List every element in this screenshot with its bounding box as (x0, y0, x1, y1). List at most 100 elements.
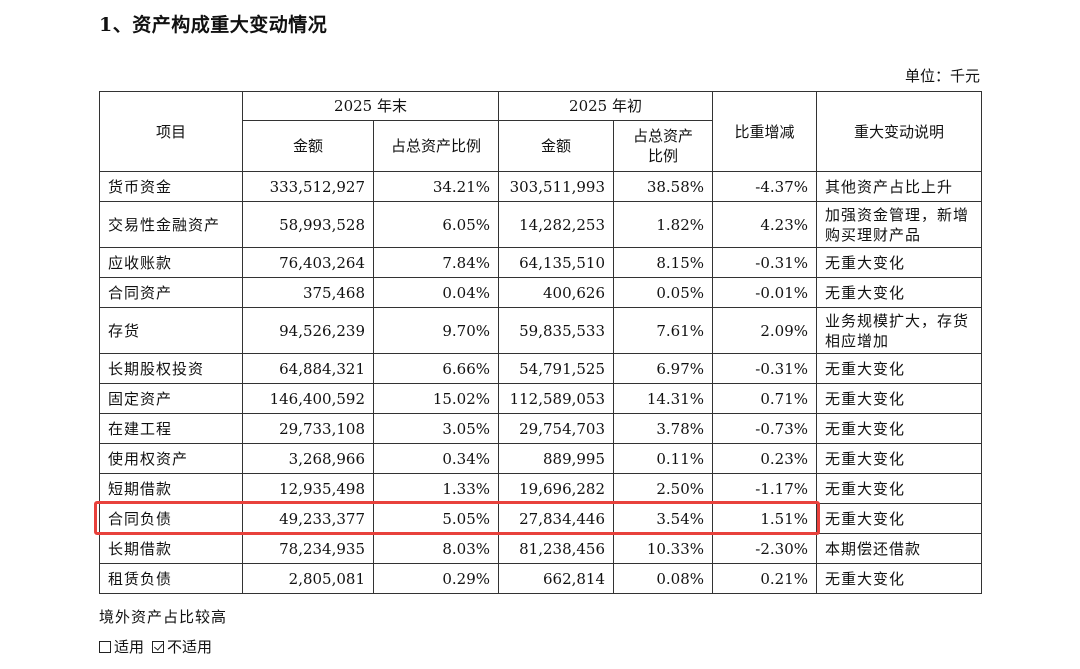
cell-end-amount: 3,268,966 (242, 443, 374, 474)
cell-end-amount: 29,733,108 (242, 413, 374, 444)
cell-begin-amount: 27,834,446 (498, 503, 615, 534)
cell-begin-ratio: 7.61% (613, 307, 714, 354)
applicability-options: 适用 不适用 (99, 636, 220, 657)
checked-box-icon[interactable] (152, 640, 165, 653)
cell-item: 长期股权投资 (99, 353, 243, 384)
cell-item: 合同负债 (99, 503, 243, 534)
header-item: 项目 (99, 91, 243, 172)
cell-begin-amount: 59,835,533 (498, 307, 615, 354)
cell-weight-change: 0.71% (712, 383, 818, 414)
section-heading: 1、资产构成重大变动情况 (99, 14, 328, 36)
cell-begin-amount: 662,814 (498, 563, 615, 594)
cell-begin-amount: 14,282,253 (498, 201, 615, 248)
cell-note: 加强资金管理，新增购买理财产品 (816, 201, 983, 248)
cell-end-amount: 94,526,239 (242, 307, 374, 354)
cell-end-ratio: 0.04% (372, 277, 500, 308)
cell-end-amount: 375,468 (242, 277, 374, 308)
cell-note: 无重大变化 (816, 443, 983, 474)
cell-item: 交易性金融资产 (99, 201, 243, 248)
header-note: 重大变动说明 (816, 91, 983, 172)
cell-end-ratio: 7.84% (372, 247, 500, 278)
cell-weight-change: -4.37% (712, 171, 818, 202)
cell-end-ratio: 9.70% (372, 307, 500, 354)
cell-begin-amount: 19,696,282 (498, 473, 615, 504)
table-row: 固定资产 146,400,592 15.02% 112,589,053 14.31% 0.… (99, 383, 983, 414)
cell-end-ratio: 1.33% (372, 473, 500, 504)
cell-weight-change: -1.17% (712, 473, 818, 504)
cell-weight-change: -0.01% (712, 277, 818, 308)
cell-end-amount: 333,512,927 (242, 171, 374, 202)
cell-end-ratio: 0.29% (372, 563, 500, 594)
cell-begin-ratio: 8.15% (613, 247, 714, 278)
cell-item: 在建工程 (99, 413, 243, 444)
option-applicable-label: 适用 (114, 638, 145, 656)
cell-note: 无重大变化 (816, 563, 983, 594)
cell-end-ratio: 5.05% (372, 503, 500, 534)
cell-end-ratio: 0.34% (372, 443, 500, 474)
cell-note: 无重大变化 (816, 353, 983, 384)
cell-end-ratio: 6.05% (372, 201, 500, 248)
cell-begin-amount: 303,511,993 (498, 171, 615, 202)
header-year-end: 2025 年末 (241, 91, 500, 121)
cell-begin-amount: 81,238,456 (498, 533, 615, 564)
cell-end-amount: 76,403,264 (242, 247, 374, 278)
cell-weight-change: -2.30% (712, 533, 818, 564)
cell-weight-change: 1.51% (712, 503, 818, 534)
cell-end-amount: 2,805,081 (242, 563, 374, 594)
table-row: 使用权资产 3,268,966 0.34% 889,995 0.11% 0.23% 无重大变… (99, 443, 983, 474)
table-row: 存货 94,526,239 9.70% 59,835,533 7.61% 2.09% 业务规… (99, 307, 983, 354)
cell-end-amount: 49,233,377 (242, 503, 374, 534)
cell-begin-amount: 889,995 (498, 443, 615, 474)
table-row: 应收账款 76,403,264 7.84% 64,135,510 8.15% -0.31%… (99, 247, 983, 278)
cell-note: 无重大变化 (816, 247, 983, 278)
cell-note: 其他资产占比上升 (816, 171, 983, 202)
cell-begin-ratio: 3.78% (613, 413, 714, 444)
cell-begin-ratio: 0.05% (613, 277, 714, 308)
cell-begin-amount: 112,589,053 (498, 383, 615, 414)
cell-end-ratio: 8.03% (372, 533, 500, 564)
cell-note: 无重大变化 (816, 473, 983, 504)
cell-end-amount: 78,234,935 (242, 533, 374, 564)
cell-end-amount: 64,884,321 (242, 353, 374, 384)
cell-item: 短期借款 (99, 473, 243, 504)
table-row: 货币资金 333,512,927 34.21% 303,511,993 38.58% -4… (99, 171, 983, 202)
cell-end-amount: 12,935,498 (242, 473, 374, 504)
highlight-box (94, 501, 820, 535)
header-year-begin: 2025 年初 (498, 91, 714, 121)
unchecked-box-icon[interactable] (99, 640, 111, 653)
cell-end-ratio: 3.05% (372, 413, 500, 444)
cell-end-ratio: 15.02% (372, 383, 500, 414)
overseas-assets-label: 境外资产占比较高 (99, 608, 228, 626)
cell-item: 应收账款 (99, 247, 243, 278)
cell-end-ratio: 6.66% (372, 353, 500, 384)
cell-begin-ratio: 0.08% (613, 563, 714, 594)
cell-note: 业务规模扩大，存货相应增加 (816, 307, 983, 354)
option-applicable[interactable]: 适用 (99, 636, 144, 657)
cell-note: 本期偿还借款 (816, 533, 983, 564)
option-not-applicable-label: 不适用 (167, 638, 213, 656)
cell-begin-ratio: 14.31% (613, 383, 714, 414)
cell-weight-change: 2.09% (712, 307, 818, 354)
header-begin-ratio: 占总资产比例 (613, 120, 714, 172)
cell-weight-change: 0.23% (712, 443, 818, 474)
cell-begin-ratio: 1.82% (613, 201, 714, 248)
cell-weight-change: 4.23% (712, 201, 818, 248)
cell-item: 长期借款 (99, 533, 243, 564)
cell-begin-amount: 400,626 (498, 277, 615, 308)
table-row: 在建工程 29,733,108 3.05% 29,754,703 3.78% -0.73%… (99, 413, 983, 444)
cell-item: 合同资产 (99, 277, 243, 308)
cell-weight-change: -0.31% (712, 247, 818, 278)
unit-label: 单位：千元 (904, 67, 980, 85)
cell-begin-ratio: 0.11% (613, 443, 714, 474)
header-begin-amount: 金额 (498, 120, 615, 172)
cell-end-ratio: 34.21% (372, 171, 500, 202)
header-end-amount: 金额 (242, 120, 374, 172)
option-not-applicable[interactable]: 不适用 (152, 636, 212, 657)
cell-begin-amount: 29,754,703 (498, 413, 615, 444)
cell-item: 租赁负债 (99, 563, 243, 594)
table-row: 合同负债 49,233,377 5.05% 27,834,446 3.54% 1.51% 无… (99, 503, 983, 534)
cell-weight-change: -0.73% (712, 413, 818, 444)
table-row: 长期股权投资 64,884,321 6.66% 54,791,525 6.97% -0.3… (99, 353, 983, 384)
cell-begin-ratio: 10.33% (613, 533, 714, 564)
header-weight-change: 比重增减 (712, 91, 818, 172)
